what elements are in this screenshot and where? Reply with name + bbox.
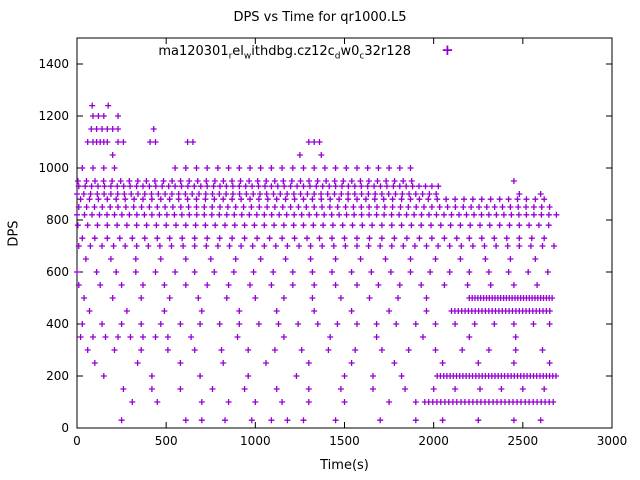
y-tick-label: 0 bbox=[61, 421, 69, 435]
legend: ma120301relwithdbg.cz12cdw0c32r128 + bbox=[0, 41, 612, 62]
legend-text-segment: el bbox=[232, 44, 244, 59]
x-tick-label: 1000 bbox=[240, 434, 271, 448]
legend-plus-marker: + bbox=[441, 41, 454, 59]
y-tick-label: 1400 bbox=[38, 57, 69, 71]
legend-text-segment: ma120301 bbox=[158, 44, 229, 59]
y-axis-label: DPS bbox=[6, 220, 22, 247]
x-tick-label: 2500 bbox=[508, 434, 539, 448]
x-axis-label: Time(s) bbox=[320, 458, 369, 473]
y-tick-label: 200 bbox=[46, 369, 69, 383]
axis-ticks bbox=[76, 38, 613, 429]
y-tick-label: 1200 bbox=[38, 109, 69, 123]
y-tick-label: 1000 bbox=[38, 161, 69, 175]
y-tick-label: 400 bbox=[46, 317, 69, 331]
chart-title: DPS vs Time for qr1000.L5 bbox=[233, 10, 407, 25]
x-tick-label: 1500 bbox=[329, 434, 360, 448]
x-tick-label: 3000 bbox=[597, 434, 628, 448]
data-points-series bbox=[74, 102, 560, 424]
x-tick-label: 0 bbox=[73, 434, 81, 448]
plot-border bbox=[76, 37, 613, 429]
legend-text-segment: w0 bbox=[340, 44, 360, 59]
legend-text-segment: d bbox=[334, 51, 341, 62]
y-tick-label: 800 bbox=[46, 213, 69, 227]
legend-text-segment: ithdbg.cz12c bbox=[251, 44, 335, 59]
legend-text-segment: w bbox=[243, 51, 252, 62]
legend-text-segment: 32r128 bbox=[364, 44, 412, 59]
legend-series-label: ma120301relwithdbg.cz12cdw0c32r128 bbox=[158, 44, 412, 62]
x-tick-label: 500 bbox=[155, 434, 178, 448]
y-tick-label: 600 bbox=[46, 265, 69, 279]
legend-text-segment: r bbox=[228, 51, 233, 62]
legend-text-segment: c bbox=[359, 51, 365, 62]
x-tick-label: 2000 bbox=[418, 434, 449, 448]
